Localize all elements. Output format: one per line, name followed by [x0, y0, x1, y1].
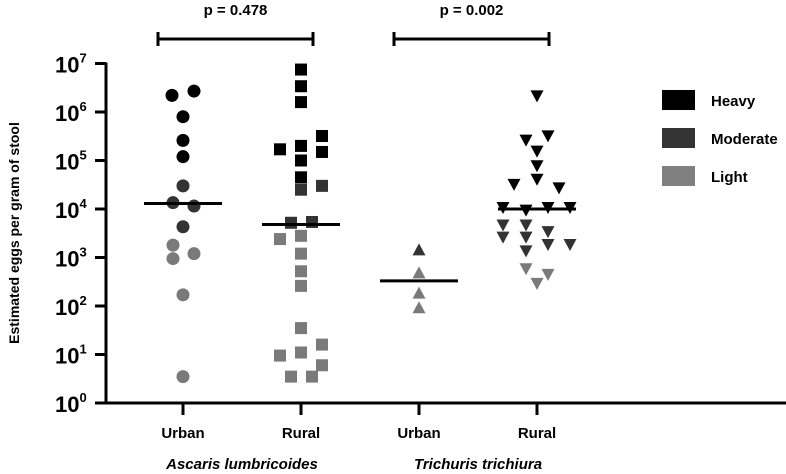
data-point-moderate	[412, 243, 426, 256]
data-point-light	[187, 247, 201, 261]
data-point-light	[176, 288, 190, 302]
data-point-heavy	[507, 178, 521, 191]
data-point-moderate	[176, 179, 190, 193]
x-axis: Urban Rural Ascaris lumbricoides Urban Rural…	[104, 401, 786, 473]
data-point-heavy	[295, 139, 307, 152]
data-point-moderate	[519, 245, 533, 258]
x-category-label: Urban	[397, 425, 440, 442]
data-point-heavy	[316, 130, 328, 143]
x-category-label: Rural	[282, 425, 320, 442]
data-point-heavy	[274, 143, 286, 156]
data-point-moderate	[295, 183, 307, 196]
data-point-light	[295, 279, 307, 292]
data-point-light	[274, 349, 286, 362]
significance-brackets: p = 0.478 p = 0.002	[156, 2, 551, 46]
data-point-light	[530, 277, 544, 290]
data-point-moderate	[563, 238, 577, 251]
data-point-moderate	[519, 219, 533, 232]
data-point-light	[295, 346, 307, 359]
data-points	[165, 63, 577, 384]
y-tick-label: 101	[55, 342, 87, 369]
data-point-light	[306, 370, 318, 383]
data-point-heavy	[552, 182, 566, 195]
y-tick-label: 107	[55, 51, 87, 78]
data-point-moderate	[496, 231, 510, 244]
legend-swatch	[662, 166, 695, 186]
data-point-light	[295, 247, 307, 260]
legend-swatch	[662, 128, 695, 148]
median-lines	[144, 201, 576, 283]
legend-label: Moderate	[711, 131, 778, 148]
data-point-heavy	[541, 130, 555, 143]
data-point-heavy	[187, 84, 201, 98]
data-point-heavy	[295, 154, 307, 167]
data-point-moderate	[496, 219, 510, 232]
data-point-heavy	[530, 145, 544, 158]
y-tick-label: 102	[55, 293, 87, 320]
p-value-label: p = 0.478	[204, 2, 268, 19]
data-point-moderate	[519, 231, 533, 244]
data-point-light	[519, 263, 533, 276]
legend-label: Heavy	[711, 93, 756, 110]
y-tick-label: 100	[55, 390, 87, 417]
data-point-light	[166, 252, 180, 266]
data-point-heavy	[530, 90, 544, 103]
data-point-light	[541, 268, 555, 281]
data-point-heavy	[295, 96, 307, 109]
data-point-moderate	[541, 226, 555, 239]
data-point-heavy	[176, 150, 190, 164]
data-point-moderate	[306, 215, 318, 228]
y-tick-label: 103	[55, 245, 87, 272]
data-point-moderate	[541, 238, 555, 251]
x-category-label: Rural	[518, 425, 556, 442]
y-axis-label: Estimated eggs per gram of stool	[6, 122, 22, 344]
data-point-light	[176, 370, 190, 384]
data-point-light	[295, 229, 307, 242]
group-label: Trichuris trichiura	[414, 456, 542, 473]
data-point-light	[295, 265, 307, 278]
data-point-light	[274, 233, 286, 246]
y-tick-label: 105	[55, 148, 87, 175]
legend-label: Light	[711, 169, 748, 186]
data-point-light	[412, 301, 426, 314]
data-point-light	[316, 338, 328, 351]
y-tick-label: 104	[55, 196, 87, 223]
data-point-light	[412, 266, 426, 279]
y-axis: 100 101 102 103 104 105 106 107	[55, 51, 108, 417]
data-point-light	[412, 286, 426, 299]
legend-swatch	[662, 90, 695, 110]
legend: Heavy Moderate Light	[662, 90, 778, 186]
data-point-heavy	[295, 171, 307, 184]
data-point-light	[285, 370, 297, 383]
data-point-heavy	[530, 173, 544, 186]
data-point-moderate	[316, 179, 328, 192]
data-point-heavy	[519, 204, 533, 217]
group-label: Ascaris lumbricoides	[165, 456, 318, 473]
data-point-heavy	[295, 80, 307, 93]
data-point-light	[166, 238, 180, 252]
data-point-heavy	[165, 88, 179, 102]
data-point-moderate	[285, 216, 297, 229]
data-point-heavy	[176, 133, 190, 147]
data-point-heavy	[316, 145, 328, 158]
data-point-heavy	[519, 134, 533, 147]
data-point-moderate	[176, 220, 190, 234]
y-tick-label: 106	[55, 99, 87, 126]
data-point-heavy	[295, 63, 307, 76]
data-point-heavy	[530, 160, 544, 173]
data-point-moderate	[187, 199, 201, 213]
data-point-light	[316, 359, 328, 372]
data-point-light	[295, 322, 307, 335]
data-point-heavy	[176, 110, 190, 124]
p-value-label: p = 0.002	[440, 2, 504, 19]
x-category-label: Urban	[161, 425, 204, 442]
